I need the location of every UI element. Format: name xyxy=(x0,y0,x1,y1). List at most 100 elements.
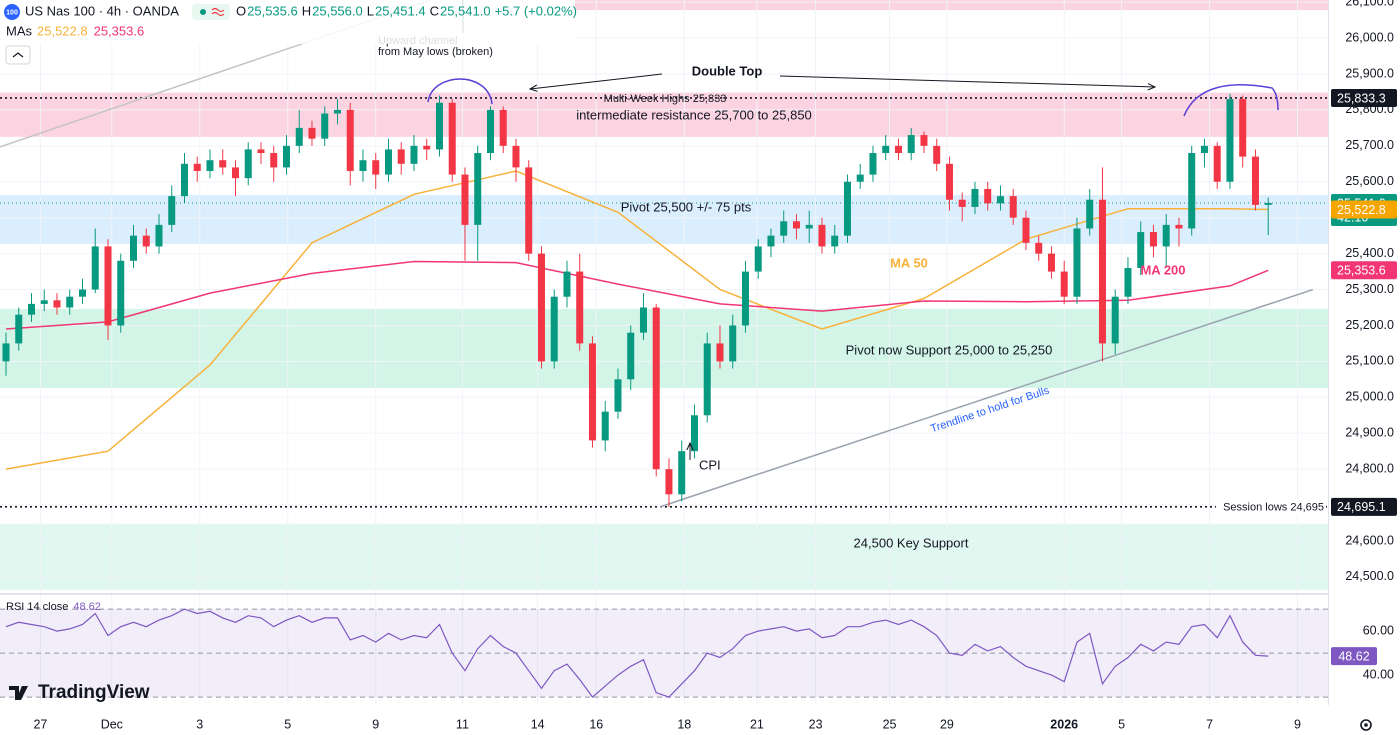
candle-body xyxy=(729,325,737,362)
candle-body xyxy=(703,343,711,416)
candle-body xyxy=(1098,199,1106,344)
candle-body xyxy=(856,174,864,182)
change-value: +5.7 (+0.02%) xyxy=(495,3,577,18)
x-tick-label: Dec xyxy=(101,717,123,731)
level-label-bg xyxy=(1216,498,1326,515)
watermark-text: TradingView xyxy=(38,682,150,703)
rsi-tick-label: 40.00 xyxy=(1363,667,1394,681)
candle-body xyxy=(639,307,647,333)
y-tick-label: 25,000.0 xyxy=(1345,390,1394,404)
candle-body xyxy=(308,127,316,139)
candle-body xyxy=(1175,224,1183,229)
candle-body xyxy=(486,109,494,154)
ma-label: MA 200 xyxy=(1140,262,1185,277)
price-badge-label: 24,695.1 xyxy=(1337,500,1386,514)
price-badge-label: 25,353.6 xyxy=(1337,264,1386,278)
candle-body xyxy=(1226,99,1234,182)
candle-body xyxy=(397,149,405,164)
moving-average xyxy=(5,170,1269,470)
level-label: Multi-Week Highs 25,833 xyxy=(604,93,727,105)
candle-body xyxy=(550,296,558,362)
candle-body xyxy=(499,109,507,146)
y-tick-label: 24,800.0 xyxy=(1345,461,1394,475)
trendline xyxy=(659,288,1314,508)
x-tick-label: 18 xyxy=(677,717,691,731)
collapse-button[interactable] xyxy=(5,45,31,65)
price-badge-label: 25,522.8 xyxy=(1337,203,1386,217)
candle-body xyxy=(780,221,788,236)
candle-body xyxy=(843,181,851,236)
candle-body xyxy=(155,224,163,247)
zone-label: Pivot 25,500 +/- 75 pts xyxy=(621,199,752,214)
grid-layer xyxy=(0,0,1328,705)
candle-body xyxy=(716,343,724,362)
status-dot xyxy=(200,9,206,15)
trendline-label: Trendline to hold for Bulls xyxy=(929,384,1051,435)
candle-body xyxy=(996,196,1004,204)
candle-body xyxy=(282,145,290,168)
candle-body xyxy=(1022,217,1030,243)
candle-body xyxy=(563,271,571,297)
peak-arc xyxy=(427,78,493,105)
x-tick-label: 16 xyxy=(589,717,603,731)
candle-body xyxy=(537,253,545,362)
zone-label: intermediate resistance 25,700 to 25,850 xyxy=(576,107,812,122)
symbol-title[interactable]: US Nas 100 · 4h · OANDA xyxy=(25,3,179,18)
price-badge xyxy=(1331,200,1397,219)
candle-body xyxy=(920,135,928,146)
ma-value: 25,353.6 xyxy=(94,23,145,38)
candle-body xyxy=(2,343,10,362)
ma-label: MA 50 xyxy=(890,255,928,270)
settings-icon[interactable] xyxy=(1360,719,1372,731)
candle-body xyxy=(971,188,979,207)
candle-body xyxy=(1239,99,1247,157)
price-badge-label: 25,833.3 xyxy=(1337,91,1386,105)
candle-body xyxy=(576,271,584,344)
candle-body xyxy=(435,102,443,150)
ma-layer xyxy=(5,170,1269,470)
candle-body xyxy=(295,127,303,146)
candle-body xyxy=(754,246,762,272)
ohlc-label: H xyxy=(302,3,311,18)
rsi-band xyxy=(0,609,1328,698)
x-tick-label: 21 xyxy=(750,717,764,731)
collapse-chevron xyxy=(12,52,24,58)
ohlc-value: 25,556.0 xyxy=(312,3,363,18)
y-tick-label: 25,700.0 xyxy=(1345,138,1394,152)
zone xyxy=(574,0,1328,11)
price-badge xyxy=(1331,88,1397,107)
candle-body xyxy=(690,415,698,452)
candle-body xyxy=(984,188,992,204)
price-badge xyxy=(1331,497,1397,516)
zone xyxy=(0,92,1328,137)
x-tick-label: 7 xyxy=(1206,717,1213,731)
rsi-layer: 60.00 40.00 RSI 14 close 48.62 48.62 xyxy=(0,601,1394,698)
candle-body xyxy=(818,224,826,247)
candle-body xyxy=(15,314,23,344)
candle-body xyxy=(142,235,150,247)
mas-label: MAs xyxy=(6,23,33,38)
candle-body xyxy=(448,102,456,175)
candle-body xyxy=(1073,228,1081,297)
candle-body xyxy=(346,109,354,171)
candle-body xyxy=(372,160,380,175)
candle-body xyxy=(1264,202,1272,205)
candle-body xyxy=(359,160,367,171)
candle-body xyxy=(958,199,966,207)
candle-body xyxy=(117,260,125,326)
candle-body xyxy=(1047,253,1055,272)
ohlc-value: 25,451.4 xyxy=(375,3,426,18)
zone xyxy=(0,308,1328,388)
y-tick-label: 24,900.0 xyxy=(1345,426,1394,440)
zone-label: Pivot now Support 25,000 to 25,250 xyxy=(846,342,1053,357)
zone xyxy=(0,523,1328,590)
candle-body xyxy=(907,135,915,154)
pane-separator xyxy=(0,593,1328,595)
gear-center xyxy=(1364,723,1368,727)
candle-body xyxy=(1162,224,1170,247)
candle-body xyxy=(1086,199,1094,229)
candle-body xyxy=(1200,145,1208,154)
candle-body xyxy=(384,149,392,175)
double-top-arrow xyxy=(530,73,663,89)
